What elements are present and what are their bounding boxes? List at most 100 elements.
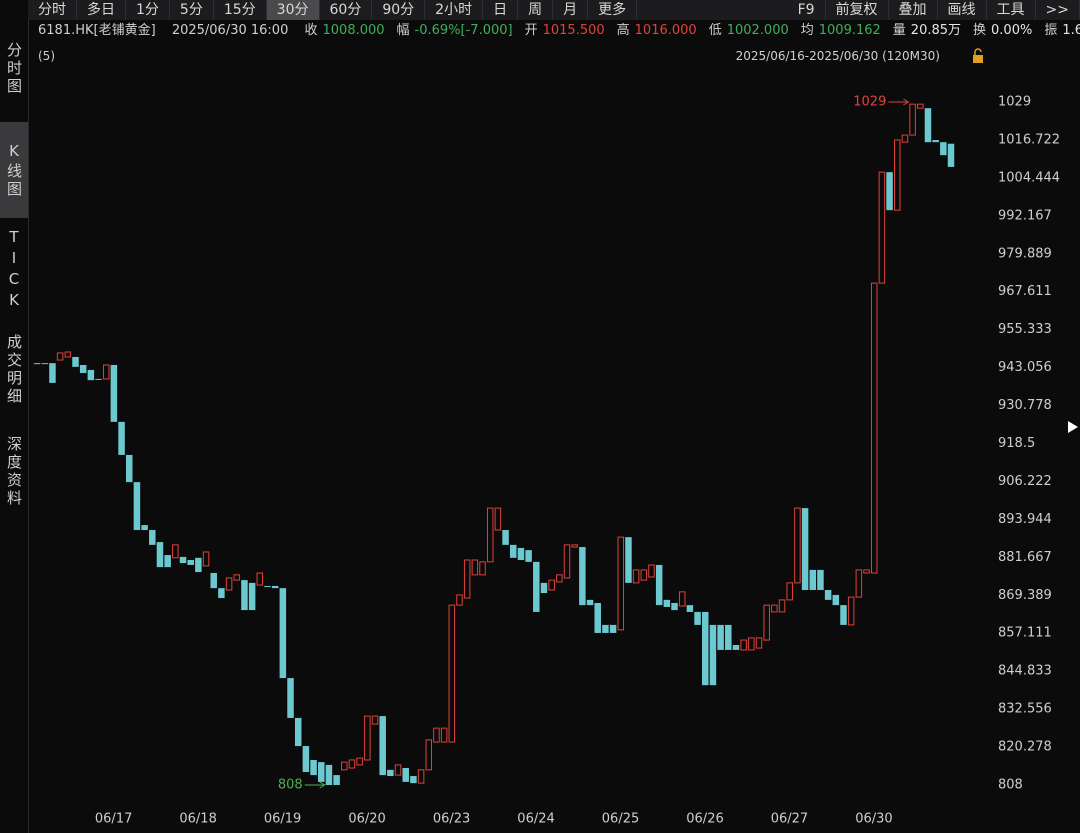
quote-label: 振 <box>1044 23 1058 38</box>
candle-down <box>264 585 271 587</box>
extreme-label: 1029 <box>853 95 886 110</box>
period-button[interactable]: 更多 <box>588 0 638 20</box>
candle-up <box>102 364 110 380</box>
candle-down <box>248 582 256 611</box>
candle-up <box>371 715 379 725</box>
period-button[interactable]: 15分 <box>214 0 267 20</box>
quote-value: 1008.000 <box>322 23 385 38</box>
candle-up <box>225 577 233 591</box>
tool-button[interactable]: 工具 <box>987 0 1036 20</box>
candle-up <box>172 544 179 559</box>
y-tick-label: 918.5 <box>998 436 1035 451</box>
period-button[interactable]: 月 <box>553 0 589 20</box>
candle-up <box>556 574 563 583</box>
side-tab[interactable]: 成交明细 <box>5 334 23 406</box>
tool-button[interactable]: F9 <box>788 0 826 20</box>
candle-up <box>763 604 770 641</box>
quote-value: 0.00% <box>991 23 1033 38</box>
candle-up <box>755 637 763 649</box>
period-button[interactable]: 1分 <box>126 0 170 20</box>
candle-up <box>448 604 456 743</box>
tool-button[interactable]: 叠加 <box>889 0 938 20</box>
candle-up <box>794 507 801 584</box>
period-button[interactable]: 60分 <box>320 0 373 20</box>
candle-up <box>364 715 371 761</box>
y-tick-label: 893.944 <box>998 512 1052 527</box>
extreme-label: 808 <box>278 778 303 793</box>
side-tab[interactable]: 分时图 <box>5 42 23 96</box>
candle-down <box>732 645 740 650</box>
lock-icon[interactable] <box>973 48 983 63</box>
tool-button[interactable]: >> <box>1036 0 1080 20</box>
quote-value: 1009.162 <box>818 23 881 38</box>
candle-down <box>279 588 287 679</box>
candle-up <box>909 103 916 136</box>
quote-value: 1002.000 <box>726 23 789 38</box>
candle-down <box>325 764 333 785</box>
y-tick-label: 955.333 <box>998 322 1052 337</box>
candle-down <box>832 594 840 606</box>
period-button[interactable]: 30分 <box>266 0 320 20</box>
candle-down <box>41 363 49 365</box>
y-tick-label: 881.667 <box>998 550 1052 565</box>
candle-up <box>202 551 210 567</box>
arrow-head <box>319 781 326 789</box>
candle-down <box>410 776 417 784</box>
candle-down <box>725 624 732 650</box>
period-button[interactable]: 90分 <box>372 0 426 20</box>
candle-down <box>87 369 95 381</box>
arrow-head <box>903 98 910 106</box>
y-tick-label: 1004.444 <box>998 170 1060 185</box>
candle-up <box>894 139 901 211</box>
period-button[interactable]: 周 <box>518 0 554 20</box>
period-button[interactable]: 日 <box>483 0 519 20</box>
x-tick-label: 06/26 <box>686 812 723 827</box>
candle-up <box>648 564 655 578</box>
x-tick-label: 06/23 <box>433 812 470 827</box>
candle-down <box>924 108 932 143</box>
candle-up <box>356 757 363 766</box>
indicator: (5) <box>38 49 55 63</box>
candle-up <box>878 171 886 284</box>
candle-down <box>271 585 279 589</box>
side-tab[interactable]: TICK <box>5 228 23 312</box>
candle-up <box>778 599 786 613</box>
period-button[interactable]: 5分 <box>170 0 214 20</box>
candle-down <box>586 599 594 606</box>
candle-up <box>433 727 440 743</box>
candle-down <box>817 569 824 590</box>
period-button[interactable]: 2小时 <box>425 0 484 20</box>
candle-up <box>640 569 648 581</box>
y-tick-label: 906.222 <box>998 474 1052 489</box>
candle-down <box>133 482 141 531</box>
candle-up <box>571 544 578 548</box>
side-tab[interactable]: K线图 <box>0 122 28 218</box>
candle-up <box>847 596 855 626</box>
y-tick-label: 979.889 <box>998 246 1052 261</box>
y-tick-label: 869.389 <box>998 588 1052 603</box>
sidebar: 分时图 K线图 TICK 成交明细深度资料 <box>0 0 29 833</box>
quote-value: 1015.500 <box>542 23 605 38</box>
expand-arrow[interactable] <box>1068 421 1078 433</box>
candle-up <box>617 536 625 631</box>
candle-up <box>440 727 448 743</box>
candle-down <box>540 582 548 594</box>
x-tick-label: 06/19 <box>264 812 301 827</box>
x-tick-label: 06/18 <box>179 812 216 827</box>
y-tick-label: 930.778 <box>998 398 1052 413</box>
period-button[interactable]: 多日 <box>77 0 126 20</box>
period-button[interactable]: 分时 <box>28 0 77 20</box>
candle-down <box>187 560 194 565</box>
tool-button[interactable]: 前复权 <box>826 0 889 20</box>
candle-down <box>602 624 609 633</box>
side-tab[interactable]: 深度资料 <box>5 436 23 508</box>
y-tick-label: 992.167 <box>998 208 1052 223</box>
candle-up <box>425 739 433 771</box>
candle-down <box>686 605 694 612</box>
y-tick-label: 820.278 <box>998 740 1052 755</box>
quote-value: 1016.000 <box>634 23 697 38</box>
candle-down <box>886 172 893 211</box>
candle-up <box>563 544 571 579</box>
y-tick-label: 1016.722 <box>998 132 1060 147</box>
tool-button[interactable]: 画线 <box>938 0 987 20</box>
